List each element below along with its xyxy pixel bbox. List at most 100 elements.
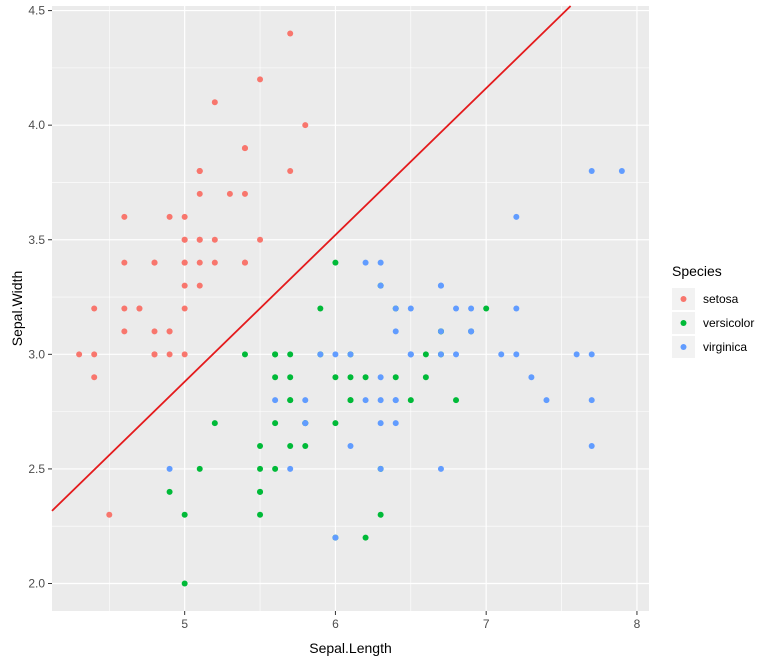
data-point-versicolor	[347, 397, 354, 404]
legend-title: Species	[672, 263, 722, 279]
data-point-virginica	[437, 465, 444, 472]
data-point-setosa	[196, 282, 203, 289]
data-point-virginica	[392, 305, 399, 312]
plot-panel	[52, 6, 649, 611]
data-point-virginica	[513, 213, 520, 220]
data-point-versicolor	[257, 443, 264, 449]
data-point-versicolor	[422, 374, 429, 381]
data-point-versicolor	[287, 374, 294, 381]
data-point-setosa	[196, 190, 203, 197]
data-point-setosa	[181, 351, 188, 358]
y-axis-ticks: 2.0 2.5 3.0 3.5 4.0 4.5	[28, 4, 52, 591]
data-point-setosa	[91, 351, 98, 358]
data-point-setosa	[181, 282, 188, 289]
data-point-virginica	[347, 351, 354, 358]
data-point-virginica	[513, 305, 520, 312]
data-point-virginica	[347, 443, 354, 449]
data-point-setosa	[181, 259, 188, 266]
data-point-setosa	[196, 168, 203, 174]
data-point-virginica	[377, 259, 384, 266]
data-point-versicolor	[196, 465, 203, 472]
data-point-setosa	[151, 328, 158, 335]
data-point-versicolor	[347, 374, 354, 381]
legend-label-versicolor: versicolor	[703, 316, 754, 330]
data-point-setosa	[257, 236, 264, 243]
data-point-setosa	[76, 351, 83, 358]
data-point-setosa	[151, 259, 158, 266]
data-point-versicolor	[332, 420, 339, 427]
data-point-setosa	[302, 122, 309, 129]
data-point-versicolor	[166, 488, 173, 495]
data-point-setosa	[166, 213, 173, 220]
data-point-setosa	[166, 351, 173, 358]
data-point-setosa	[91, 374, 98, 381]
legend-marker-virginica	[680, 344, 687, 350]
data-point-versicolor	[377, 511, 384, 518]
data-point-setosa	[181, 236, 188, 243]
data-point-virginica	[437, 282, 444, 289]
data-point-setosa	[211, 99, 218, 106]
data-point-versicolor	[407, 397, 414, 404]
data-point-setosa	[287, 168, 294, 174]
data-point-setosa	[196, 259, 203, 266]
y-tick-label: 3.0	[28, 347, 45, 361]
legend: Species setosa versicolor virginica	[672, 263, 754, 358]
data-point-versicolor	[332, 259, 339, 266]
data-point-versicolor	[287, 397, 294, 404]
y-tick-label: 3.5	[28, 233, 45, 247]
data-point-virginica	[377, 374, 384, 381]
data-point-virginica	[588, 351, 595, 358]
data-point-virginica	[287, 465, 294, 472]
x-axis-title: Sepal.Length	[309, 640, 392, 656]
data-point-virginica	[498, 351, 505, 358]
data-point-versicolor	[272, 420, 279, 427]
data-point-versicolor	[257, 465, 264, 472]
data-point-virginica	[407, 351, 414, 358]
data-point-virginica	[528, 374, 535, 381]
data-point-virginica	[317, 351, 324, 358]
data-point-versicolor	[392, 374, 399, 381]
data-points	[76, 30, 625, 587]
data-point-setosa	[211, 236, 218, 243]
data-point-setosa	[211, 259, 218, 266]
data-point-setosa	[121, 305, 128, 312]
data-point-setosa	[181, 305, 188, 312]
data-point-virginica	[453, 351, 460, 358]
data-point-virginica	[377, 420, 384, 427]
data-point-versicolor	[257, 511, 264, 518]
data-point-versicolor	[483, 305, 490, 312]
y-tick-label: 2.5	[28, 462, 45, 476]
data-point-setosa	[226, 190, 233, 197]
x-axis-ticks: 5 6 7 8	[181, 611, 641, 631]
data-point-virginica	[437, 328, 444, 335]
data-point-virginica	[468, 305, 475, 312]
data-point-versicolor	[272, 351, 279, 358]
data-point-versicolor	[332, 374, 339, 381]
data-point-virginica	[392, 397, 399, 404]
reference-line-group	[51, 5, 572, 512]
data-point-virginica	[332, 351, 339, 358]
data-point-virginica	[437, 351, 444, 358]
data-point-setosa	[91, 305, 98, 312]
data-point-versicolor	[257, 488, 264, 495]
legend-label-virginica: virginica	[703, 340, 747, 354]
data-point-setosa	[287, 30, 294, 37]
data-point-virginica	[362, 259, 369, 266]
data-point-virginica	[543, 397, 550, 404]
data-point-virginica	[618, 168, 625, 174]
legend-marker-versicolor	[680, 320, 687, 326]
data-point-setosa	[241, 259, 248, 266]
data-point-versicolor	[453, 397, 460, 404]
y-tick-label: 2.0	[28, 577, 45, 591]
data-point-virginica	[272, 397, 279, 404]
x-tick-label: 5	[181, 617, 188, 631]
x-tick-label: 7	[483, 617, 490, 631]
data-point-virginica	[377, 465, 384, 472]
data-point-virginica	[332, 534, 339, 541]
data-point-virginica	[453, 305, 460, 312]
data-point-setosa	[181, 213, 188, 220]
data-point-versicolor	[362, 534, 369, 541]
data-point-versicolor	[272, 465, 279, 472]
data-point-virginica	[166, 465, 173, 472]
